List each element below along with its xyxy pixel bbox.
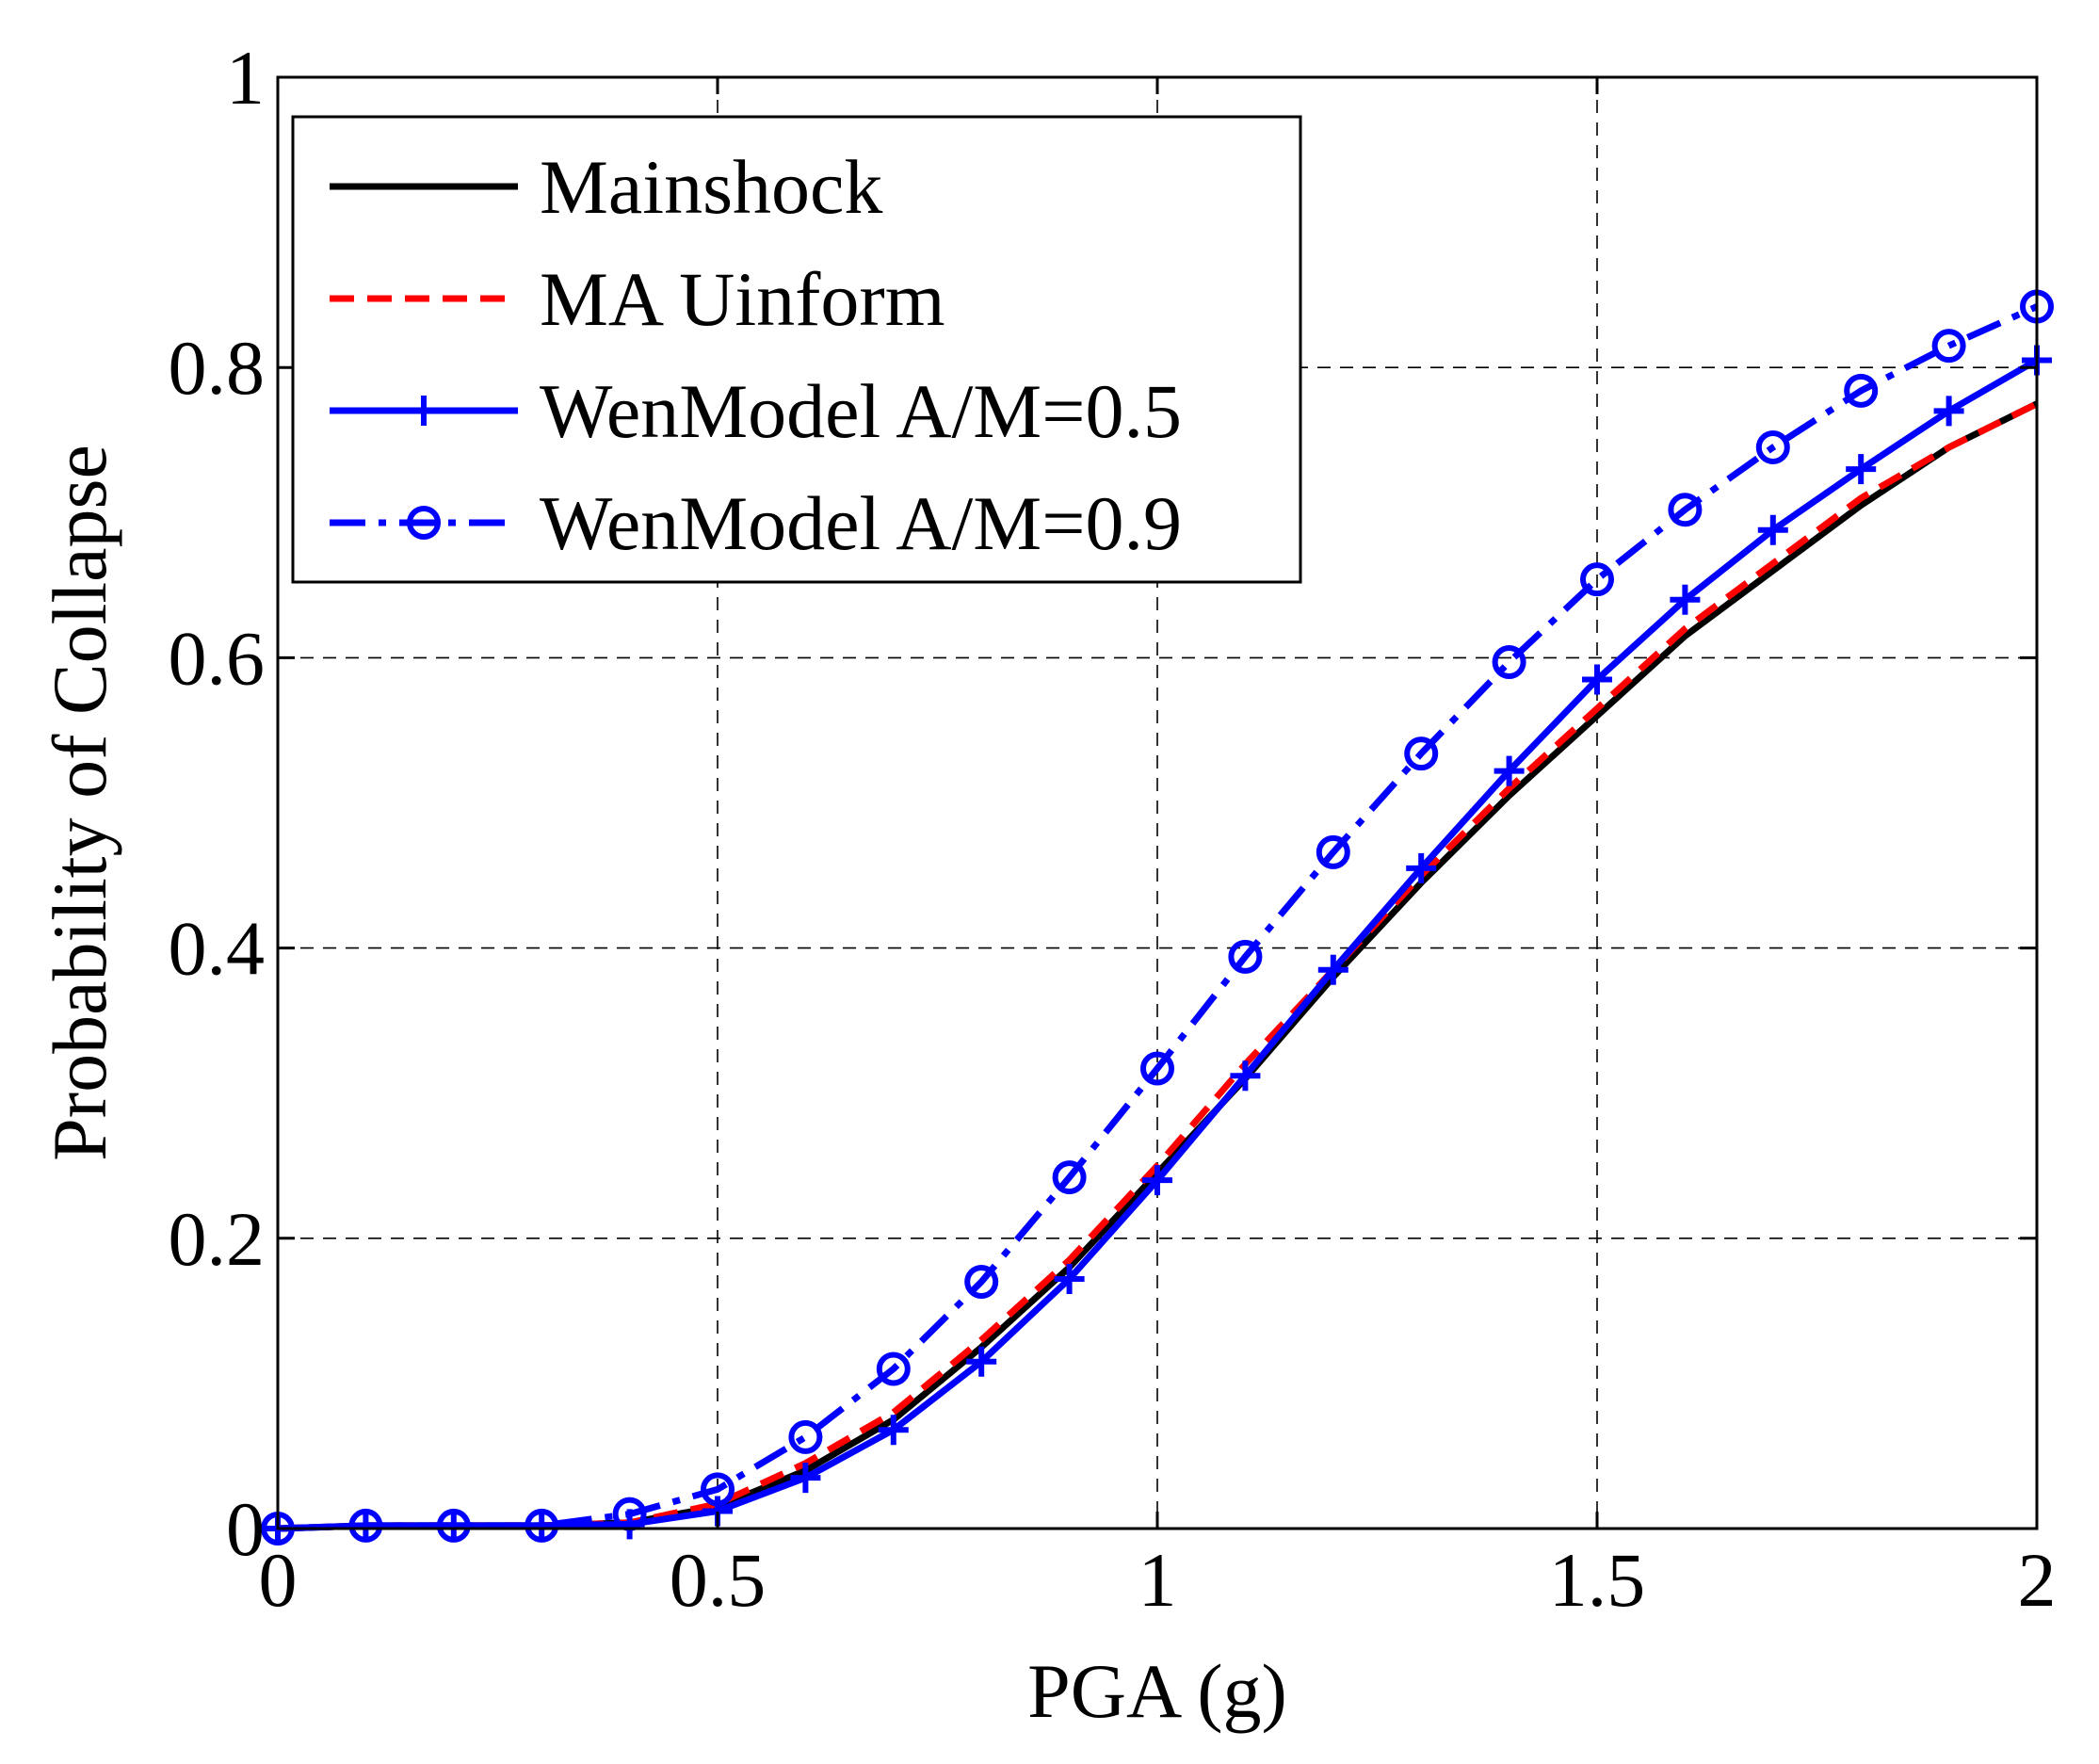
circle-marker (964, 1265, 999, 1300)
grid-lines (278, 77, 2037, 1529)
y-tick-label: 1 (226, 35, 265, 121)
circle-marker (1755, 429, 1790, 464)
legend-entry-1: MA Uinform (330, 256, 945, 342)
plus-marker (966, 1346, 997, 1377)
legend-label: MA Uinform (540, 256, 945, 342)
y-axis-label: Probability of Collapse (37, 445, 122, 1161)
plus-marker (1582, 664, 1612, 695)
circle-marker (1052, 1160, 1087, 1195)
x-tick-label: 1 (1138, 1537, 1177, 1623)
plus-marker (1406, 852, 1437, 883)
circle-marker (876, 1351, 911, 1386)
circle-marker (1404, 736, 1439, 771)
circle-marker (1580, 562, 1614, 597)
plus-marker (1670, 584, 1701, 615)
axis-ticks: 0 0.5 1 1.5 2 0 0.2 0.4 0.6 0.8 1 (169, 35, 2057, 1623)
circle-marker (1492, 645, 1526, 680)
y-tick-label: 0.8 (169, 325, 266, 411)
plus-marker (1054, 1263, 1085, 1294)
plus-marker (1230, 1060, 1261, 1092)
legend-box (291, 115, 1302, 584)
y-tick-label: 0.2 (169, 1196, 266, 1282)
circle-marker (407, 506, 441, 540)
circle-marker (1931, 329, 1966, 364)
circle-marker (1228, 939, 1263, 974)
plus-marker (1494, 755, 1525, 786)
series-3 (261, 289, 2054, 1546)
plus-marker (1933, 396, 1964, 427)
x-tick-label: 2 (2018, 1537, 2057, 1623)
x-tick-label: 1.5 (1549, 1537, 1646, 1623)
circle-marker (525, 1508, 559, 1543)
circle-marker (436, 1508, 471, 1543)
plus-marker (1317, 954, 1348, 985)
plus-marker (1757, 514, 1788, 545)
x-axis-label: PGA (g) (1027, 1648, 1287, 1734)
circle-marker (1140, 1051, 1174, 1086)
legend: Mainshock MA Uinform WenModel A/M=0.5 WenMo… (291, 115, 1302, 584)
x-tick-label: 0.5 (670, 1537, 767, 1623)
legend-entry-3: WenModel A/M=0.9 (330, 480, 1182, 566)
plus-marker (1142, 1165, 1172, 1196)
circle-marker (1316, 834, 1350, 869)
series-line (277, 303, 2039, 1532)
plus-marker (790, 1463, 821, 1494)
plus-marker (409, 396, 439, 426)
legend-label: WenModel A/M=0.5 (540, 368, 1182, 454)
circle-marker (1668, 493, 1703, 527)
legend-label: Mainshock (540, 144, 882, 230)
y-tick-label: 0 (226, 1486, 265, 1572)
circle-marker (1844, 373, 1879, 408)
y-tick-label: 0.6 (169, 615, 266, 701)
legend-entry-2: WenModel A/M=0.5 (330, 368, 1182, 454)
y-tick-label: 0.4 (169, 906, 266, 992)
circle-marker (701, 1472, 735, 1507)
legend-label: WenModel A/M=0.9 (540, 480, 1182, 566)
legend-entry-0: Mainshock (330, 144, 882, 230)
circle-marker (348, 1508, 383, 1543)
plus-marker (878, 1415, 909, 1446)
data-series (261, 289, 2054, 1546)
x-tick-label: 0 (259, 1537, 298, 1623)
plus-marker (1846, 454, 1877, 485)
circle-marker (788, 1419, 823, 1454)
